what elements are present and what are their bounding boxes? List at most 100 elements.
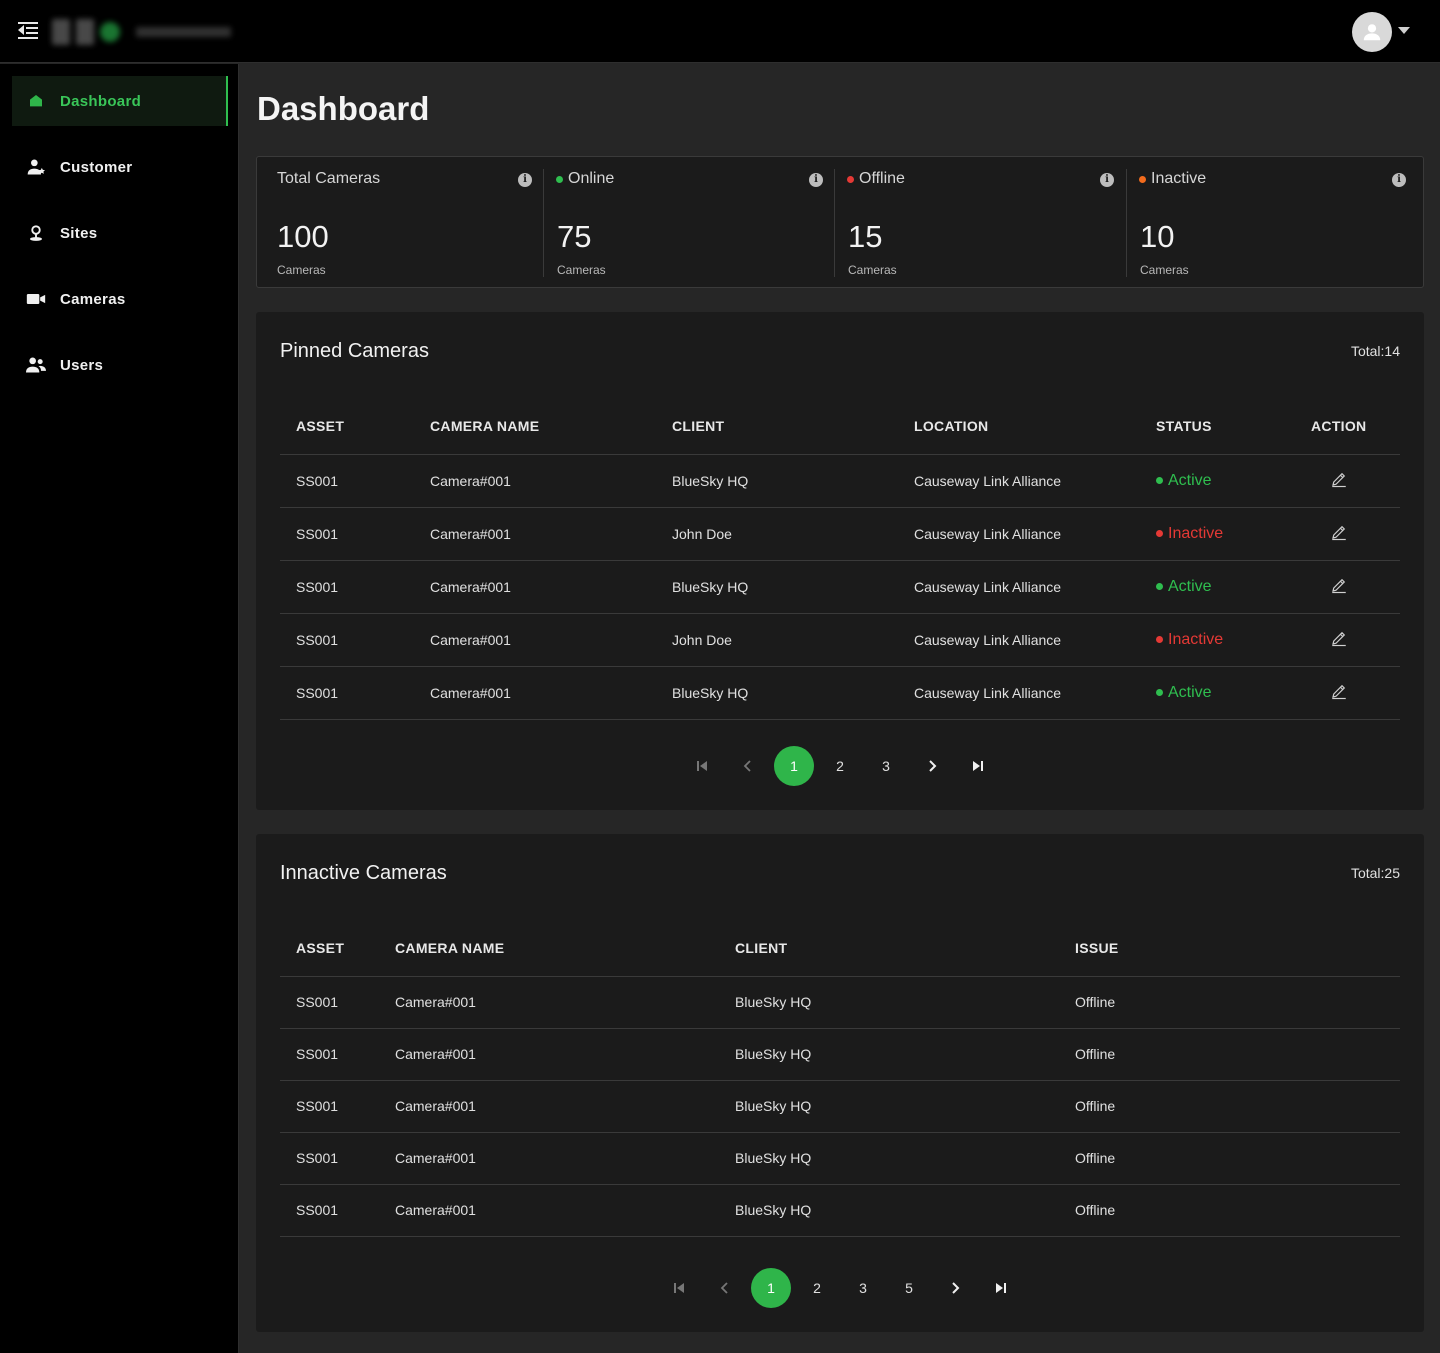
column-header-action: ACTION [1295,398,1400,455]
stat-card-offline: Offline i 15 Cameras [826,157,1114,287]
cell-client: BlueSky HQ [656,560,898,614]
cell-client: BlueSky HQ [719,1080,1059,1133]
stat-label: Offline [859,170,905,187]
page-button[interactable]: 3 [882,758,890,774]
column-header-camera-name: CAMERA NAME [414,398,656,455]
cell-client: BlueSky HQ [719,1184,1059,1237]
edit-icon[interactable] [1330,629,1348,647]
cell-asset: SS001 [280,560,414,614]
column-header-status: STATUS [1140,398,1295,455]
cell-client: BlueSky HQ [719,1028,1059,1081]
inactive-cameras-title: Innactive Cameras [280,862,447,884]
status-dot [1156,636,1163,643]
inactive-cameras-total: Total:25 [1350,865,1400,881]
sidebar: Dashboard Customer Sites Cameras Users [0,64,239,1353]
info-icon[interactable]: i [809,173,823,187]
stat-value: 15 [848,219,883,254]
next-page-icon[interactable] [912,746,952,786]
cell-camera: Camera#001 [414,560,656,614]
cell-asset: SS001 [280,613,414,667]
prev-page-icon[interactable] [705,1268,745,1308]
table-row: SS001 Camera#001 BlueSky HQ Causeway Link A… [280,454,1400,508]
cell-client: BlueSky HQ [719,976,1059,1029]
page-button[interactable]: 3 [859,1280,867,1296]
page-button[interactable]: 5 [905,1280,913,1296]
cell-camera: Camera#001 [414,613,656,667]
page-button[interactable]: 2 [836,758,844,774]
cell-location: Causeway Link Alliance [898,454,1140,508]
column-header-asset: ASSET [280,920,379,977]
brand-logo [52,16,231,48]
user-avatar[interactable] [1352,12,1392,52]
stat-label: Total Cameras [277,170,381,187]
stat-label-row: Total Cameras [277,170,380,188]
sidebar-item-label: Sites [60,224,98,242]
cell-action [1295,454,1400,508]
pinned-cameras-total: Total:14 [1350,343,1400,359]
cell-action [1295,666,1400,720]
page-button[interactable]: 1 [774,746,814,786]
status-dot [847,175,854,183]
status-dot [1156,583,1163,590]
edit-icon[interactable] [1330,470,1348,488]
column-header-client: CLIENT [719,920,1059,977]
cell-camera: Camera#001 [379,1132,719,1185]
status-dot [1139,175,1146,183]
prev-page-icon[interactable] [728,746,768,786]
cell-status: Active [1140,560,1295,614]
stats-panel: Total Cameras i 100 Cameras Online i 75 Cameras… [256,156,1424,288]
table-row: SS001 Camera#001 BlueSky HQ Offline [280,1080,1400,1133]
page-title: Dashboard [257,90,430,127]
status-badge: Active [1156,561,1295,613]
cell-client: BlueSky HQ [656,666,898,720]
table-row: SS001 Camera#001 BlueSky HQ Causeway Link A… [280,666,1400,720]
sidebar-item-dashboard[interactable]: Dashboard [12,76,228,126]
sidebar-item-sites[interactable]: Sites [12,208,228,258]
column-header-location: LOCATION [898,398,1140,455]
edit-icon[interactable] [1330,682,1348,700]
cell-issue: Offline [1059,1028,1400,1081]
menu-toggle-icon[interactable] [18,22,38,40]
sidebar-item-customer[interactable]: Customer [12,142,228,192]
chevron-down-icon[interactable] [1398,27,1410,34]
status-badge: Inactive [1156,614,1295,666]
first-page-icon[interactable] [682,746,722,786]
cell-asset: SS001 [280,1132,379,1185]
last-page-icon[interactable] [958,746,998,786]
page-button[interactable]: 2 [813,1280,821,1296]
stat-card-online: Online i 75 Cameras [535,157,823,287]
page-button[interactable]: 1 [751,1268,791,1308]
column-header-camera-name: CAMERA NAME [379,920,719,977]
table-row: SS001 Camera#001 BlueSky HQ Offline [280,976,1400,1029]
cell-client: BlueSky HQ [656,454,898,508]
last-page-icon[interactable] [981,1268,1021,1308]
status-text: Inactive [1168,524,1224,542]
stat-value: 100 [277,219,329,254]
status-text: Active [1168,471,1212,489]
edit-icon[interactable] [1330,523,1348,541]
table-row: SS001 Camera#001 BlueSky HQ Offline [280,1184,1400,1237]
sites-icon [26,223,46,243]
cell-asset: SS001 [280,666,414,720]
first-page-icon[interactable] [659,1268,699,1308]
stat-unit: Cameras [557,263,606,277]
info-icon[interactable]: i [1100,173,1114,187]
info-icon[interactable]: i [1392,173,1406,187]
stat-unit: Cameras [848,263,897,277]
info-icon[interactable]: i [518,173,532,187]
inactive-cameras-table: ASSET CAMERA NAME CLIENT ISSUE SS001 Camera#… [280,920,1400,1237]
sidebar-item-users[interactable]: Users [12,340,228,390]
top-bar [0,0,1440,63]
cell-action [1295,613,1400,667]
stat-card-total-cameras: Total Cameras i 100 Cameras [257,157,545,287]
column-header-asset: ASSET [280,398,414,455]
stat-unit: Cameras [277,263,326,277]
next-page-icon[interactable] [935,1268,975,1308]
stat-value: 75 [557,219,592,254]
cell-status: Active [1140,454,1295,508]
sidebar-item-label: Dashboard [60,92,142,110]
stat-label-row: Offline [847,170,905,188]
sidebar-item-cameras[interactable]: Cameras [12,274,228,324]
stat-label: Online [568,170,615,187]
edit-icon[interactable] [1330,576,1348,594]
